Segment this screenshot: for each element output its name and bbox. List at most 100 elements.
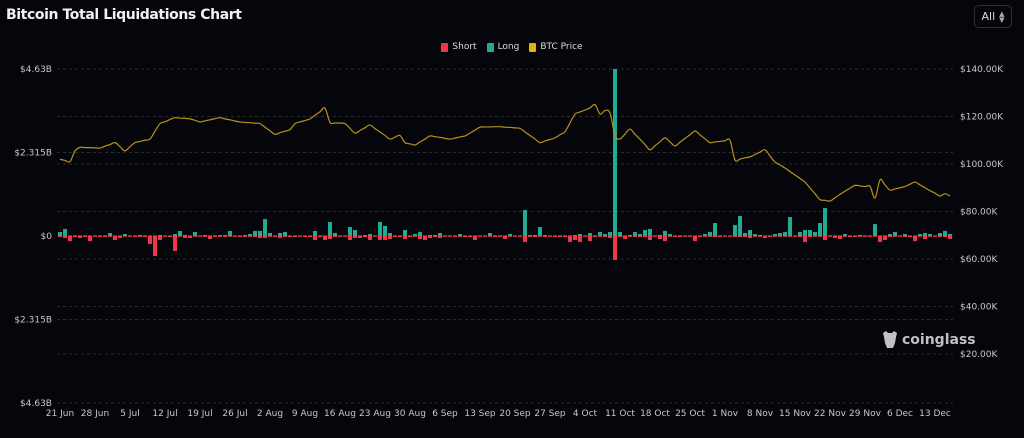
long-bar xyxy=(453,235,457,237)
short-bar xyxy=(208,236,212,239)
left-axis-tick-label: $2.315B xyxy=(14,316,52,326)
long-bar xyxy=(858,234,862,236)
short-bar xyxy=(73,236,77,238)
long-bar xyxy=(653,235,657,237)
short-bar xyxy=(823,236,827,240)
short-bar xyxy=(893,236,897,237)
short-bar xyxy=(683,236,687,237)
short-bar xyxy=(93,236,97,237)
x-axis-tick-label: 28 Jun xyxy=(81,409,109,419)
long-bar xyxy=(588,233,592,236)
x-axis-tick-label: 27 Sep xyxy=(534,409,566,419)
long-bar xyxy=(808,230,812,236)
short-bar xyxy=(613,236,617,260)
short-bar xyxy=(788,236,792,237)
short-bar xyxy=(693,236,697,242)
short-bar xyxy=(553,236,557,238)
long-bar xyxy=(733,224,737,236)
long-bar xyxy=(413,234,417,236)
short-bar xyxy=(458,236,462,238)
long-bar xyxy=(118,235,122,237)
short-bar xyxy=(793,236,797,237)
legend-item-long[interactable]: Long xyxy=(486,42,519,52)
long-bar xyxy=(623,235,627,237)
short-bar xyxy=(333,236,337,238)
long-bar xyxy=(688,235,692,237)
legend-swatch-short xyxy=(441,42,449,52)
short-bar xyxy=(688,236,692,237)
long-bar xyxy=(553,235,557,237)
long-bar xyxy=(578,234,582,236)
short-bar xyxy=(608,236,612,238)
short-bar xyxy=(58,236,62,238)
long-bar xyxy=(528,234,532,236)
long-bar xyxy=(643,230,647,236)
short-bar xyxy=(673,236,677,238)
short-bar xyxy=(588,236,592,242)
short-bar xyxy=(113,236,117,240)
long-bar xyxy=(363,234,367,236)
long-bar xyxy=(738,215,742,236)
x-axis-tick-label: 1 Nov xyxy=(712,409,739,419)
long-bar xyxy=(488,233,492,236)
short-bar xyxy=(63,236,67,238)
long-bar xyxy=(773,234,777,236)
long-bar xyxy=(468,235,472,237)
long-bar xyxy=(498,235,502,237)
long-bar xyxy=(78,235,82,237)
short-bar xyxy=(328,236,332,239)
short-bar xyxy=(863,236,867,237)
short-bar xyxy=(98,236,102,238)
short-bar xyxy=(878,236,882,242)
long-bar xyxy=(533,234,537,236)
long-bar xyxy=(633,232,637,236)
short-bar xyxy=(718,236,722,238)
short-bar xyxy=(708,236,712,237)
long-bar xyxy=(313,230,317,236)
range-select[interactable]: All ▲ ▼ xyxy=(974,5,1012,28)
x-axis-tick-label: 16 Aug xyxy=(324,409,356,419)
left-axis-tick-label: $0 xyxy=(41,232,53,242)
long-bar xyxy=(263,219,267,236)
short-bar xyxy=(143,236,147,238)
short-bar xyxy=(373,236,377,237)
long-bar xyxy=(273,235,277,237)
long-bar xyxy=(908,235,912,237)
short-bar xyxy=(678,236,682,238)
long-bar xyxy=(538,226,542,236)
long-bar xyxy=(838,235,842,237)
long-bar xyxy=(223,234,227,236)
x-axis-tick-label: 26 Jul xyxy=(222,409,247,419)
legend-swatch-long xyxy=(486,42,494,52)
short-bar xyxy=(138,236,142,237)
short-bar xyxy=(783,236,787,237)
long-bar xyxy=(713,223,717,236)
short-bar xyxy=(418,236,422,239)
long-bar xyxy=(753,234,757,236)
short-bar xyxy=(938,236,942,238)
long-bar xyxy=(723,235,727,237)
short-bar xyxy=(488,236,492,237)
short-bar xyxy=(663,236,667,242)
short-bar xyxy=(798,236,802,238)
right-axis-tick-label: $100.00K xyxy=(960,160,1004,170)
long-bar xyxy=(308,235,312,237)
long-bar xyxy=(298,235,302,237)
right-axis-tick-label: $140.00K xyxy=(960,65,1004,75)
short-bar xyxy=(388,236,392,239)
long-bar xyxy=(548,235,552,237)
legend-item-short[interactable]: Short xyxy=(441,42,477,52)
long-bar xyxy=(863,235,867,237)
long-bar xyxy=(638,234,642,236)
long-bar xyxy=(673,235,677,237)
short-bar xyxy=(868,236,872,237)
long-bar xyxy=(253,230,257,236)
short-bar xyxy=(168,236,172,238)
long-bar xyxy=(323,235,327,237)
long-bar xyxy=(213,235,217,237)
legend-item-btc-price[interactable]: BTC Price xyxy=(529,42,583,52)
right-axis-tick-label: $60.00K xyxy=(960,255,998,265)
short-bar xyxy=(803,236,807,242)
x-axis-tick-label: 2 Aug xyxy=(257,409,283,419)
right-axis-tick-label: $120.00K xyxy=(960,113,1004,123)
